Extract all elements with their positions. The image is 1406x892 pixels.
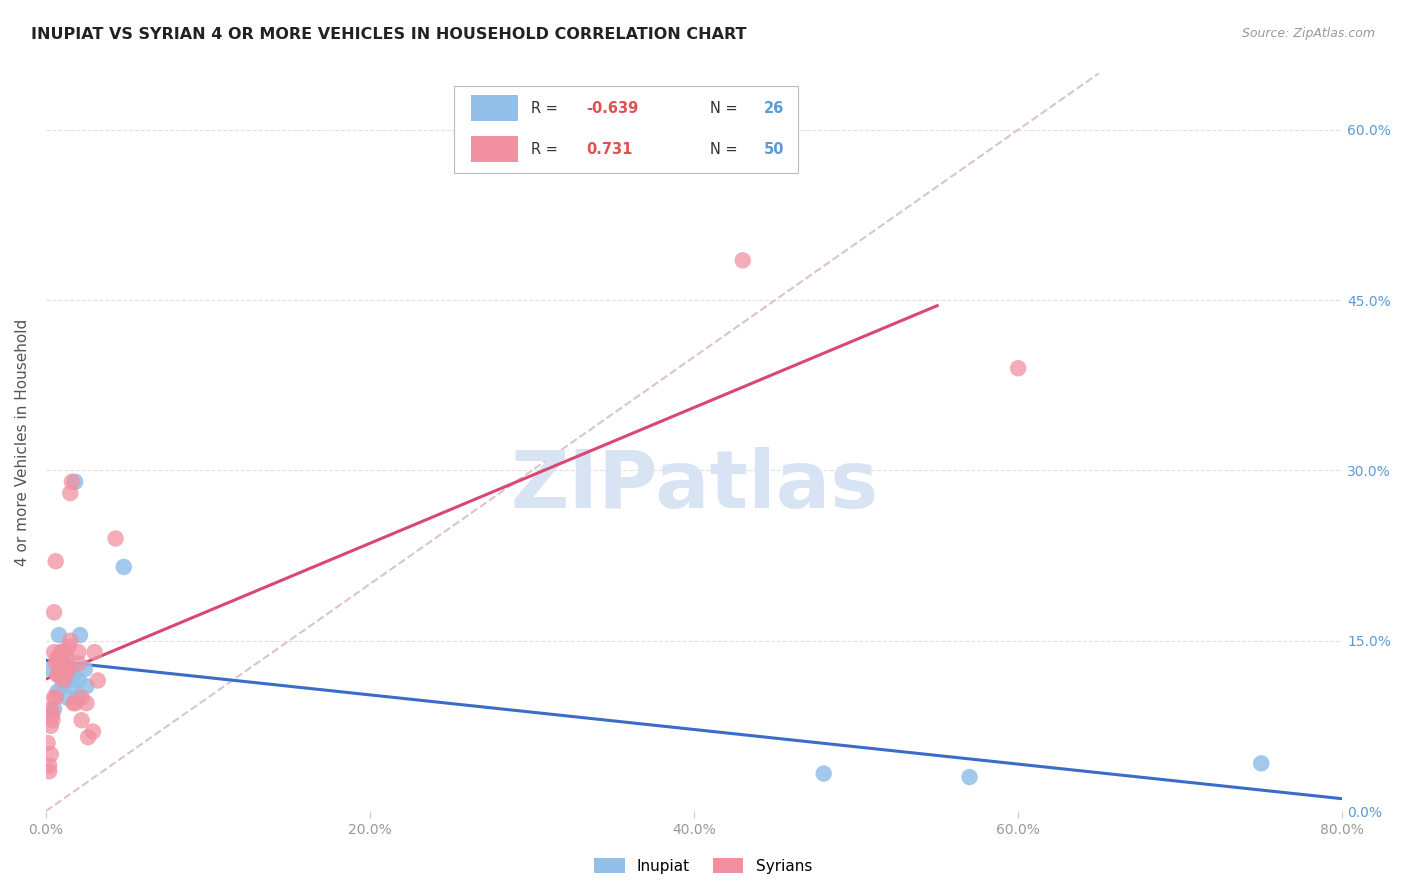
- Point: [83, 645, 105, 659]
- Point: [52, 645, 75, 659]
- Point: [59, 633, 82, 648]
- Text: -0.639: -0.639: [586, 101, 638, 116]
- Point: [46, 667, 69, 681]
- Text: Source: ZipAtlas.com: Source: ZipAtlas.com: [1241, 27, 1375, 40]
- Point: [813, 766, 835, 780]
- Point: [76, 696, 98, 710]
- Text: 0.731: 0.731: [586, 142, 633, 157]
- Point: [48, 667, 70, 681]
- Point: [41, 707, 63, 722]
- Point: [39, 719, 62, 733]
- Point: [59, 667, 82, 681]
- Point: [52, 673, 75, 688]
- Point: [42, 645, 65, 659]
- Point: [82, 724, 104, 739]
- Point: [48, 628, 70, 642]
- Point: [58, 662, 80, 676]
- Point: [60, 662, 83, 676]
- Point: [51, 650, 73, 665]
- Point: [1007, 361, 1029, 376]
- Point: [60, 475, 83, 489]
- Point: [41, 713, 63, 727]
- Y-axis label: 4 or more Vehicles in Household: 4 or more Vehicles in Household: [15, 318, 30, 566]
- FancyBboxPatch shape: [454, 86, 797, 173]
- Point: [48, 667, 70, 681]
- Point: [48, 657, 70, 671]
- Point: [112, 560, 135, 574]
- Point: [42, 690, 65, 705]
- Point: [37, 736, 59, 750]
- Point: [42, 605, 65, 619]
- Point: [46, 685, 69, 699]
- Point: [63, 696, 86, 710]
- Point: [38, 758, 60, 772]
- Point: [63, 475, 86, 489]
- Point: [45, 690, 67, 705]
- Point: [51, 657, 73, 671]
- Text: INUPIAT VS SYRIAN 4 OR MORE VEHICLES IN HOUSEHOLD CORRELATION CHART: INUPIAT VS SYRIAN 4 OR MORE VEHICLES IN …: [31, 27, 747, 42]
- Point: [67, 673, 90, 688]
- Point: [56, 690, 79, 705]
- Legend: Inupiat, Syrians: Inupiat, Syrians: [588, 852, 818, 880]
- Point: [56, 673, 79, 688]
- FancyBboxPatch shape: [471, 95, 517, 121]
- Point: [87, 673, 110, 688]
- Point: [49, 657, 72, 671]
- Text: R =: R =: [531, 142, 562, 157]
- Point: [42, 702, 65, 716]
- Point: [731, 253, 754, 268]
- Point: [48, 650, 70, 665]
- Point: [959, 770, 981, 784]
- Point: [67, 645, 90, 659]
- Point: [67, 657, 90, 671]
- Text: N =: N =: [710, 101, 742, 116]
- Point: [56, 650, 79, 665]
- Point: [46, 650, 69, 665]
- FancyBboxPatch shape: [471, 136, 517, 162]
- Point: [62, 667, 84, 681]
- Point: [45, 657, 67, 671]
- Point: [55, 657, 77, 671]
- Point: [39, 747, 62, 762]
- Point: [49, 645, 72, 659]
- Text: 26: 26: [763, 101, 785, 116]
- Point: [38, 764, 60, 779]
- Text: 50: 50: [763, 142, 785, 157]
- Point: [51, 645, 73, 659]
- Point: [67, 690, 90, 705]
- Text: N =: N =: [710, 142, 742, 157]
- Point: [73, 662, 96, 676]
- Point: [70, 690, 93, 705]
- Point: [39, 662, 62, 676]
- Point: [69, 628, 91, 642]
- Point: [1250, 756, 1272, 771]
- Point: [39, 702, 62, 716]
- Text: ZIPatlas: ZIPatlas: [510, 447, 879, 525]
- Point: [104, 532, 127, 546]
- Point: [70, 713, 93, 727]
- Point: [51, 657, 73, 671]
- Point: [51, 679, 73, 693]
- Point: [76, 679, 98, 693]
- Point: [55, 667, 77, 681]
- Point: [52, 662, 75, 676]
- Point: [62, 696, 84, 710]
- Point: [77, 731, 100, 745]
- Text: R =: R =: [531, 101, 562, 116]
- Point: [59, 486, 82, 500]
- Point: [59, 662, 82, 676]
- Point: [55, 673, 77, 688]
- Point: [51, 667, 73, 681]
- Point: [56, 662, 79, 676]
- Point: [51, 657, 73, 671]
- Point: [58, 640, 80, 654]
- Point: [60, 679, 83, 693]
- Point: [45, 554, 67, 568]
